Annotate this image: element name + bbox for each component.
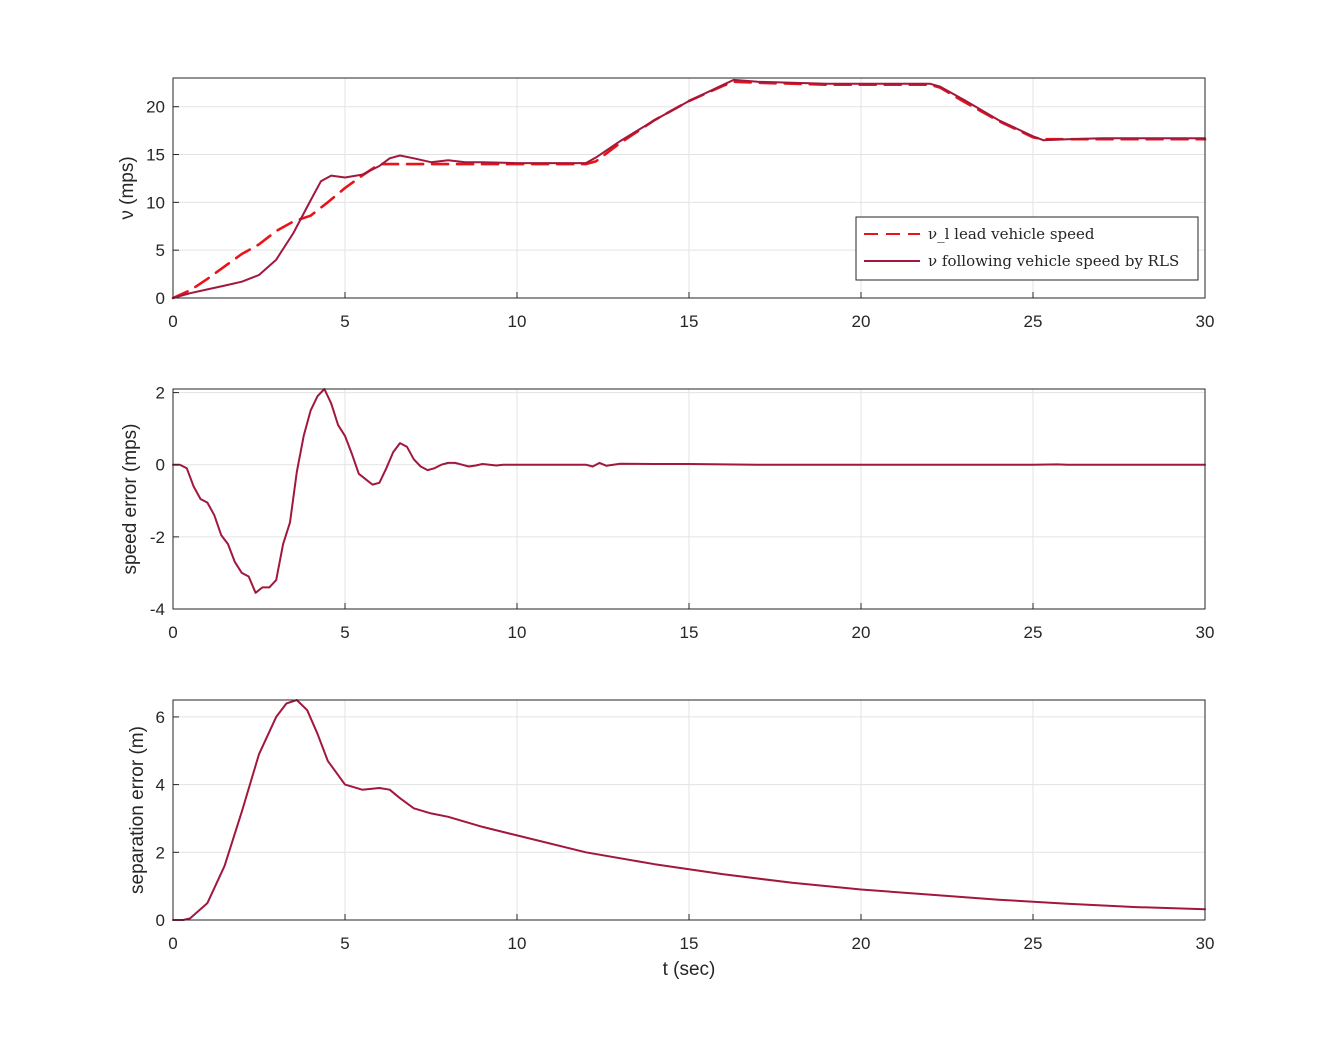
x-tick-label: 5 xyxy=(340,934,349,953)
x-tick-label: 5 xyxy=(340,312,349,331)
speed-xticks: 0 5 10 15 20 25 30 xyxy=(168,292,1214,331)
separation-error-subplot: 0 5 10 15 20 25 30 0 2 4 6 separation error (m) t… xyxy=(127,699,1214,980)
y-tick-label: 10 xyxy=(146,193,165,212)
x-tick-label: 15 xyxy=(680,312,699,331)
y-tick-label: 5 xyxy=(156,241,165,260)
speed-error-grid xyxy=(173,389,1205,609)
x-tick-label: 15 xyxy=(680,934,699,953)
speed-error-yticks: -4 -2 0 2 xyxy=(150,384,179,619)
speed-error-subplot: 0 5 10 15 20 25 30 -4 -2 0 2 speed error (mps) xyxy=(120,384,1214,642)
x-tick-label: 20 xyxy=(852,312,871,331)
y-tick-label: 2 xyxy=(156,843,165,862)
speed-yticks: 0 5 10 15 20 xyxy=(146,98,179,308)
y-tick-label: 2 xyxy=(156,384,165,403)
y-tick-label: 0 xyxy=(156,456,165,475)
speed-error-ylabel: speed error (mps) xyxy=(120,424,141,575)
legend-label-lead: ν_l lead vehicle speed xyxy=(928,225,1095,243)
speed-legend: ν_l lead vehicle speed ν following vehic… xyxy=(855,216,1199,281)
x-tick-label: 20 xyxy=(852,934,871,953)
x-tick-label: 5 xyxy=(340,623,349,642)
x-tick-label: 20 xyxy=(852,623,871,642)
legend-box xyxy=(855,216,1199,281)
separation-error-yticks: 0 2 4 6 xyxy=(156,708,179,930)
x-tick-label: 0 xyxy=(168,623,177,642)
y-tick-label: -4 xyxy=(150,600,165,619)
x-tick-label: 25 xyxy=(1024,623,1043,642)
y-tick-label: 6 xyxy=(156,708,165,727)
speed-ylabel: ν (mps) xyxy=(117,156,138,219)
speed-error-series-line-0 xyxy=(172,388,1206,594)
x-tick-label: 25 xyxy=(1024,934,1043,953)
y-tick-label: -2 xyxy=(150,528,165,547)
speed-series-line-1 xyxy=(172,78,1206,299)
x-tick-label: 30 xyxy=(1196,312,1215,331)
x-tick-label: 10 xyxy=(508,312,527,331)
separation-error-series-line-0 xyxy=(172,699,1206,921)
separation-error-xticks: 0 5 10 15 20 25 30 xyxy=(168,914,1214,953)
speed-error-series xyxy=(172,388,1206,594)
y-tick-label: 15 xyxy=(146,146,165,165)
separation-error-ylabel: separation error (m) xyxy=(127,726,148,894)
y-tick-label: 4 xyxy=(156,776,165,795)
separation-error-grid xyxy=(173,700,1205,920)
x-tick-label: 0 xyxy=(168,312,177,331)
x-tick-label: 25 xyxy=(1024,312,1043,331)
x-tick-label: 30 xyxy=(1196,623,1215,642)
separation-error-series xyxy=(172,699,1206,921)
speed-subplot: 0 5 10 15 20 25 30 0 5 10 15 20 ν (mps) ν_l lead v… xyxy=(117,77,1214,331)
x-tick-label: 10 xyxy=(508,623,527,642)
y-tick-label: 20 xyxy=(146,98,165,117)
y-tick-label: 0 xyxy=(156,911,165,930)
speed-series xyxy=(171,78,1207,300)
x-tick-label: 30 xyxy=(1196,934,1215,953)
separation-error-xlabel: t (sec) xyxy=(663,959,716,980)
speed-error-xticks: 0 5 10 15 20 25 30 xyxy=(168,603,1214,642)
legend-label-following: ν following vehicle speed by RLS xyxy=(928,252,1179,270)
x-tick-label: 15 xyxy=(680,623,699,642)
x-tick-label: 10 xyxy=(508,934,527,953)
y-tick-label: 0 xyxy=(156,289,165,308)
x-tick-label: 0 xyxy=(168,934,177,953)
